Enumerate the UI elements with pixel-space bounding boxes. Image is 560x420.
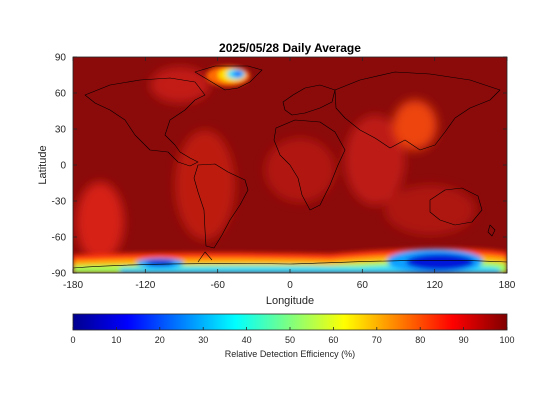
colorbar: 0 10 20 30 40 50 60 70 80 90 100 Relative Detectio… (70, 313, 515, 359)
colorbar-label: Relative Detection Efficiency (%) (225, 349, 355, 359)
x-tick-label: 0 (287, 280, 293, 291)
x-tick-label: -60 (210, 280, 225, 291)
colorbar-tick-label: 30 (198, 335, 208, 345)
colorbar-tick-label: 50 (285, 335, 295, 345)
x-tick-label: 180 (499, 280, 516, 291)
colorbar-tick-label: 70 (372, 335, 382, 345)
colorbar-tick-label: 80 (415, 335, 425, 345)
x-axis-label: Longitude (266, 295, 314, 307)
colorbar-tick-label: 100 (499, 335, 514, 345)
y-tick-label: 0 (60, 161, 66, 172)
x-tick-label: 60 (357, 280, 369, 291)
y-tick-label: 30 (55, 125, 67, 136)
y-tick-label: -90 (52, 269, 67, 280)
x-tick-label: -180 (63, 280, 83, 291)
colorbar-tick-label: 90 (459, 335, 469, 345)
y-axis-label: Latitude (37, 145, 49, 184)
colorbar-tick-label: 10 (111, 335, 121, 345)
x-tick-label: -120 (135, 280, 155, 291)
colorbar-tick-label: 20 (155, 335, 165, 345)
y-tick-label: -30 (52, 197, 67, 208)
coastlines (73, 65, 507, 269)
y-tick-label: 60 (55, 89, 67, 100)
colorbar-tick-label: 60 (328, 335, 338, 345)
y-tick-label: -60 (52, 233, 67, 244)
colorbar-tick-label: 40 (242, 335, 252, 345)
x-ticks: -180 -120 -60 0 60 120 180 (63, 57, 516, 291)
chart-title: 2025/05/28 Daily Average (219, 41, 361, 55)
efficiency-field (73, 57, 507, 273)
x-tick-label: 120 (426, 280, 443, 291)
colorbar-tick-label: 0 (70, 335, 75, 345)
y-tick-label: 90 (55, 53, 67, 64)
colorbar-ticks: 0 10 20 30 40 50 60 70 80 90 100 (70, 327, 515, 345)
y-ticks: 90 60 30 0 -30 -60 -90 (52, 53, 507, 280)
map-plot-area: -180 -120 -60 0 60 120 180 90 60 30 0 -30 -60 -90 Lo… (37, 53, 516, 308)
